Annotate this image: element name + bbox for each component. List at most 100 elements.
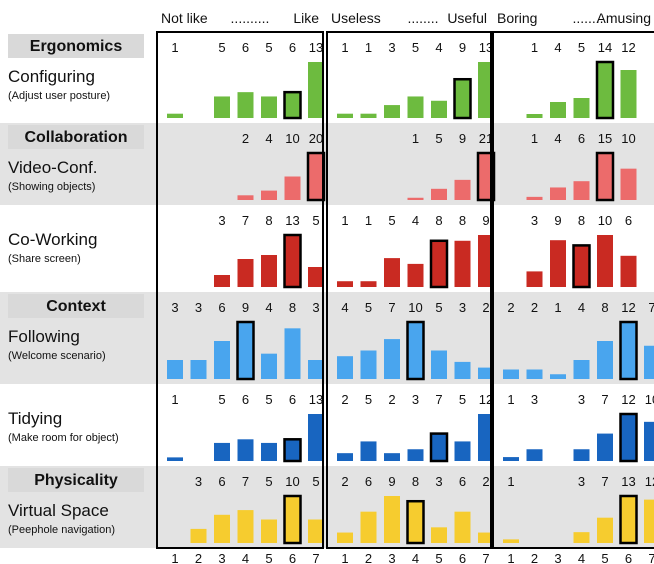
bar	[384, 453, 400, 461]
bar-value-label: 21	[479, 131, 493, 146]
bar-value-label: 8	[265, 213, 272, 228]
bar	[407, 197, 424, 200]
bar-highlighted	[283, 494, 302, 545]
bar	[620, 168, 637, 200]
x-tick-label: 2	[531, 551, 538, 564]
bar	[360, 441, 377, 461]
bar-value-label: 2	[507, 300, 514, 315]
x-tick-label: 5	[435, 551, 442, 564]
bar-value-label: 5	[312, 213, 319, 228]
row-subtitle: (Share screen)	[8, 253, 81, 265]
bar-value-label: 5	[365, 392, 372, 407]
bar-value-label: 3	[195, 300, 202, 315]
bar-value-label: 1	[531, 131, 538, 146]
bar	[620, 255, 637, 287]
column-header-dots: ..........	[231, 10, 270, 26]
bar	[337, 281, 353, 287]
bar	[597, 235, 613, 287]
bar	[237, 92, 254, 118]
row-title: Tidying	[8, 409, 62, 428]
bar	[167, 113, 183, 118]
bar-value-label: 10	[645, 392, 654, 407]
bar-value-label: 3	[578, 392, 585, 407]
bar	[454, 511, 471, 543]
column-header-dots: ........	[407, 10, 438, 26]
bar	[214, 275, 230, 287]
bar-highlighted	[283, 233, 302, 289]
bar	[214, 341, 230, 379]
bar	[550, 374, 566, 379]
bar	[308, 360, 324, 379]
bar-value-label: 13	[621, 474, 635, 489]
bar	[284, 176, 301, 200]
bar	[407, 96, 424, 118]
bar-value-label: 12	[621, 392, 635, 407]
bar	[644, 499, 654, 543]
bar	[597, 433, 613, 461]
bar	[308, 62, 324, 118]
row-subtitle: (Showing objects)	[8, 181, 95, 193]
bar	[431, 100, 447, 118]
bar	[384, 105, 400, 118]
bar-value-label: 7	[242, 213, 249, 228]
x-tick-label: 4	[242, 551, 249, 564]
bar-value-label: 5	[459, 392, 466, 407]
bar	[308, 267, 324, 287]
bar-value-label: 20	[309, 131, 323, 146]
bar-value-label: 12	[479, 392, 493, 407]
bar-value-label: 4	[554, 131, 561, 146]
bar-value-label: 5	[265, 474, 272, 489]
bar	[308, 414, 324, 461]
x-tick-label: 4	[412, 551, 419, 564]
bar-value-label: 5	[365, 300, 372, 315]
bar	[620, 70, 637, 118]
bar	[431, 350, 447, 379]
bar-value-label: 14	[598, 40, 612, 55]
bar	[478, 532, 494, 543]
x-tick-label: 7	[482, 551, 489, 564]
column-header-right: Useful	[447, 10, 487, 26]
bar-value-label: 5	[435, 131, 442, 146]
x-tick-label: 1	[507, 551, 514, 564]
bar-value-label: 5	[218, 392, 225, 407]
section-header-box	[8, 294, 144, 318]
bar	[597, 517, 613, 543]
bar-value-label: 13	[285, 213, 299, 228]
bar	[644, 345, 654, 379]
column-header-right: Amusing	[597, 10, 651, 26]
section-header: Context	[46, 298, 106, 315]
bar	[261, 190, 277, 200]
bar	[261, 255, 277, 287]
bar	[214, 514, 230, 543]
bar	[384, 339, 400, 379]
row-subtitle: (Welcome scenario)	[8, 350, 106, 362]
x-tick-label: 7	[312, 551, 319, 564]
bar-value-label: 5	[312, 474, 319, 489]
bar	[526, 196, 543, 200]
bar-value-label: 1	[531, 40, 538, 55]
bar	[573, 532, 590, 543]
column-header-dots: ........	[572, 10, 603, 26]
bar	[550, 187, 566, 200]
bar-value-label: 2	[482, 300, 489, 315]
bar	[337, 453, 353, 461]
bar-value-label: 13	[309, 392, 323, 407]
bar	[431, 188, 447, 200]
bar-value-label: 8	[435, 213, 442, 228]
bar	[237, 510, 254, 543]
bar	[573, 181, 590, 200]
bar	[644, 421, 654, 461]
bar-value-label: 5	[578, 40, 585, 55]
bar	[308, 519, 324, 543]
bar-highlighted	[429, 432, 449, 463]
bar	[454, 179, 471, 200]
bar	[478, 367, 494, 379]
bar	[237, 439, 254, 461]
bar-highlighted	[619, 412, 638, 463]
bar-value-label: 7	[242, 474, 249, 489]
bar	[454, 441, 471, 461]
bar-value-label: 1	[507, 474, 514, 489]
bar	[550, 240, 566, 287]
x-tick-label: 4	[578, 551, 585, 564]
bar-value-label: 2	[388, 392, 395, 407]
